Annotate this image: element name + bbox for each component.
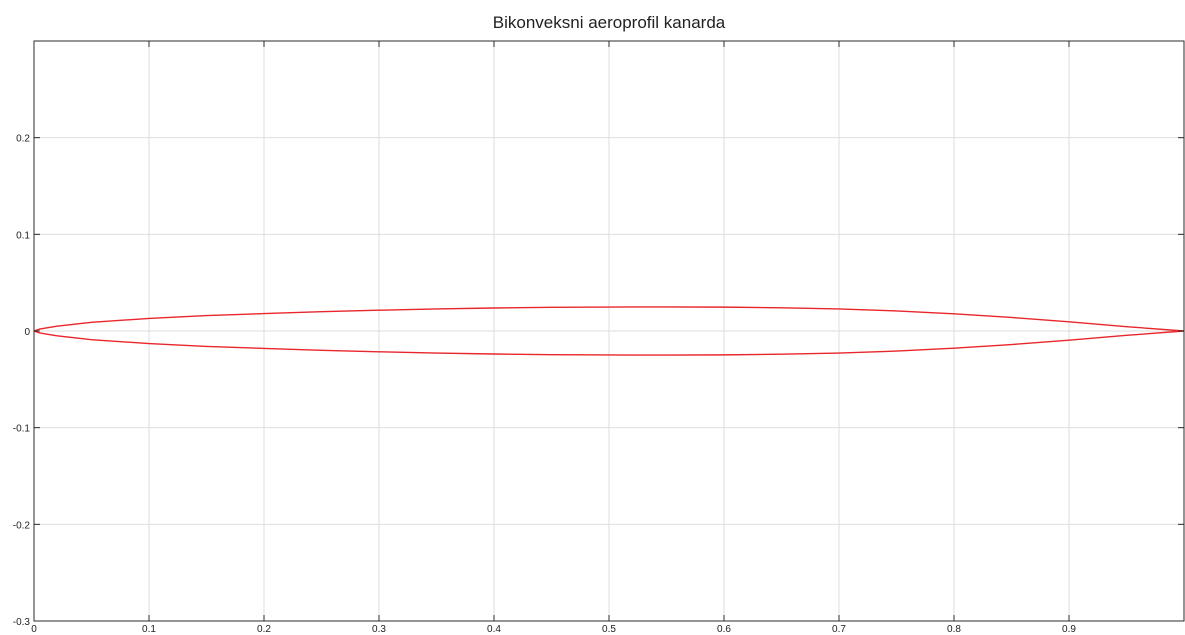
x-tick-label: 0.5 (602, 624, 616, 635)
y-tick-label: -0.2 (13, 520, 31, 531)
y-tick-label: -0.3 (13, 617, 31, 628)
series-layer (33, 306, 1185, 356)
x-tick-label: 0.9 (1062, 624, 1076, 635)
y-tick-label: 0.2 (16, 134, 30, 145)
x-tick-label: 0.7 (832, 624, 846, 635)
ticks (33, 41, 1184, 622)
y-tick-label: 0 (24, 327, 30, 338)
y-tick-label: 0.1 (16, 230, 30, 241)
y-tick-label: -0.1 (13, 424, 31, 435)
x-tick-label: 0 (31, 624, 37, 635)
chart-title: Bikonveksni aeroprofil kanarda (493, 13, 726, 32)
x-tick-label: 0.6 (717, 624, 731, 635)
x-tick-label: 0.8 (947, 624, 961, 635)
series-line-1 (33, 330, 1185, 356)
x-tick-label: 0.1 (142, 624, 156, 635)
x-tick-label: 0.2 (257, 624, 271, 635)
tick-labels: 0 0.1 0.2 0.3 0.4 0.5 0.6 0.7 0.8 0.9 -0.3 -0.2 -0.1… (13, 134, 1077, 635)
grid (34, 41, 1184, 621)
series-line-0 (33, 306, 1185, 332)
x-tick-label: 0.3 (372, 624, 386, 635)
x-tick-label: 0.4 (487, 624, 501, 635)
